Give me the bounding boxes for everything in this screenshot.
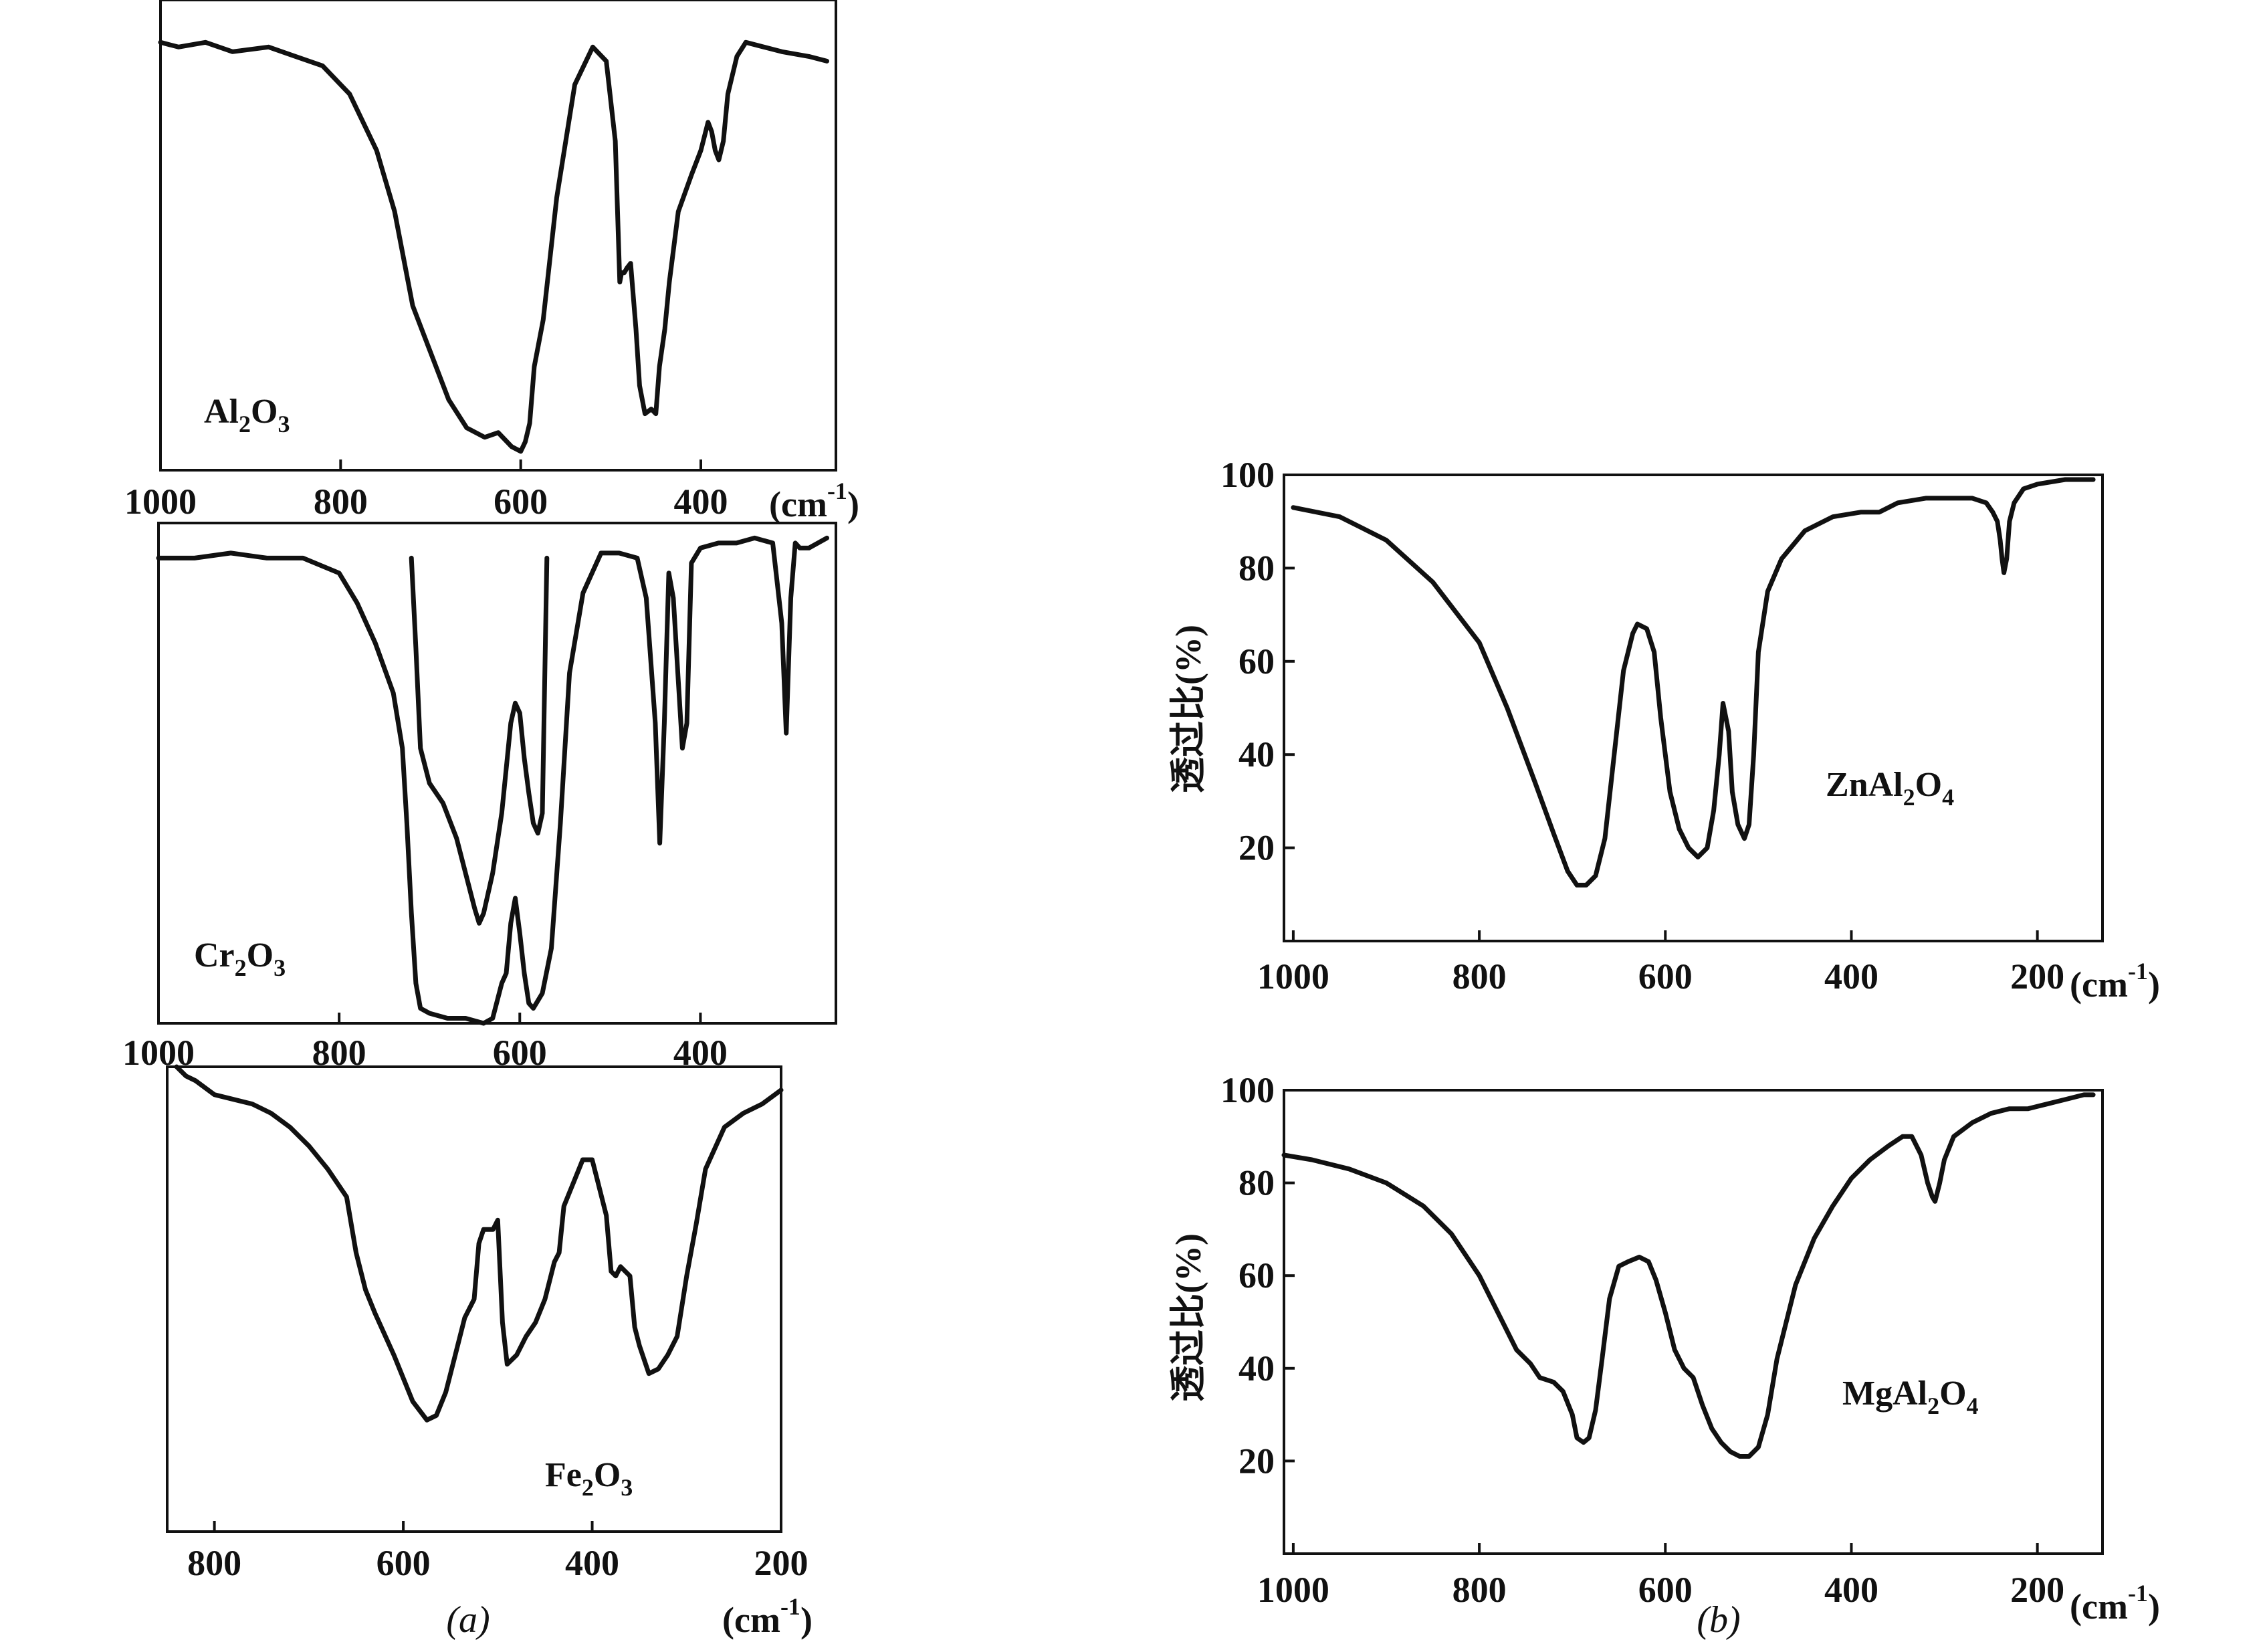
- mgal2o4-y-tick-label-40: 40: [1238, 1348, 1275, 1388]
- znal2o4-compound-label: ZnAl2O4: [1826, 766, 1954, 811]
- al2o3-x-axis: 1000 800 600 400: [124, 459, 728, 522]
- znal2o4-y-tick-label-100: 100: [1220, 455, 1275, 495]
- mgal2o4-y-tick-label-20: 20: [1238, 1441, 1275, 1481]
- fe2o3-x-tick-label-200: 200: [754, 1543, 809, 1583]
- znal2o4-spectrum-chart: 1000 800 600 400 200 20 40 60 80 100 透过比(%) ZnAl…: [1168, 455, 2160, 1005]
- znal2o4-y-tick-label-20: 20: [1238, 828, 1275, 868]
- cr2o3-series-0-line: [156, 535, 829, 1026]
- al2o3-x-unit: (cm-1): [769, 478, 859, 524]
- mgal2o4-plot-area: [1281, 1092, 2096, 1459]
- fe2o3-compound-label: Fe2O3: [545, 1456, 633, 1501]
- mgal2o4-compound-label: MgAl2O4: [1842, 1374, 1979, 1419]
- mgal2o4-y-axis: 20 40 60 80 100: [1220, 1070, 1295, 1481]
- mgal2o4-y-tick-label-100: 100: [1220, 1070, 1275, 1110]
- znal2o4-plot-area: [1291, 477, 2096, 888]
- al2o3-x-tick-label-400: 400: [674, 482, 728, 522]
- znal2o4-x-axis: 1000 800 600 400 200: [1257, 930, 2064, 997]
- znal2o4-x-tick-label-1000: 1000: [1257, 956, 1329, 997]
- znal2o4-y-tick-label-60: 60: [1238, 641, 1275, 682]
- fe2o3-plot-frame: [166, 1065, 782, 1533]
- fe2o3-x-tick-label-400: 400: [565, 1543, 619, 1583]
- al2o3-x-tick-label-800: 800: [314, 482, 368, 522]
- al2o3-spectrum-chart: 1000 800 600 400 Al2O3 (cm-1): [124, 0, 859, 524]
- mgal2o4-y-tick-label-60: 60: [1238, 1255, 1275, 1296]
- mgal2o4-x-tick-label-800: 800: [1452, 1570, 1507, 1610]
- znal2o4-series-0-line: [1291, 477, 2096, 888]
- mgal2o4-series-0-line: [1281, 1092, 2096, 1459]
- fe2o3-x-axis: 800 600 400 200: [187, 1521, 809, 1583]
- al2o3-plot-area: [158, 39, 829, 454]
- fe2o3-x-tick-label-800: 800: [187, 1543, 241, 1583]
- znal2o4-y-tick-label-40: 40: [1238, 734, 1275, 775]
- znal2o4-x-tick-label-400: 400: [1824, 956, 1878, 997]
- fe2o3-x-unit: (cm-1): [722, 1593, 813, 1640]
- znal2o4-x-unit: (cm-1): [2070, 958, 2160, 1005]
- mgal2o4-x-tick-label-600: 600: [1638, 1570, 1693, 1610]
- znal2o4-y-axis: 20 40 60 80 100: [1220, 455, 1295, 868]
- al2o3-compound-label: Al2O3: [204, 393, 290, 437]
- mgal2o4-y-tick-label-80: 80: [1238, 1163, 1275, 1203]
- znal2o4-plot-frame: [1283, 474, 2104, 942]
- panel-b-label: (b): [1697, 1599, 1740, 1641]
- znal2o4-y-axis-label: 透过比(%): [1168, 625, 1208, 793]
- mgal2o4-x-axis: 1000 800 600 400 200: [1257, 1543, 2064, 1610]
- cr2o3-series-1-line: [409, 555, 550, 926]
- mgal2o4-x-tick-label-1000: 1000: [1257, 1570, 1329, 1610]
- cr2o3-spectrum-chart: 1000 800 600 400 Cr2O3: [122, 522, 837, 1073]
- al2o3-series-0-line: [158, 39, 829, 454]
- cr2o3-plot-area: [156, 535, 829, 1026]
- cr2o3-x-axis: 1000 800 600 400: [122, 1013, 728, 1073]
- mgal2o4-spectrum-chart: 1000 800 600 400 200 20 40 60 80 100 透过比(%) MgAl…: [1168, 1070, 2160, 1627]
- fe2o3-x-tick-label-600: 600: [376, 1543, 431, 1583]
- al2o3-x-tick-label-600: 600: [494, 482, 548, 522]
- mgal2o4-x-tick-label-200: 200: [2010, 1570, 2064, 1610]
- znal2o4-y-tick-label-80: 80: [1238, 548, 1275, 588]
- mgal2o4-plot-frame: [1283, 1089, 2104, 1555]
- fe2o3-spectrum-chart: 800 600 400 200 Fe2O3 (cm-1): [166, 1064, 813, 1640]
- fe2o3-plot-area: [174, 1064, 784, 1423]
- panel-a-label: (a): [446, 1599, 490, 1641]
- al2o3-plot-frame: [159, 0, 837, 472]
- al2o3-x-tick-label-1000: 1000: [124, 482, 197, 522]
- znal2o4-x-tick-label-200: 200: [2010, 956, 2064, 997]
- cr2o3-compound-label: Cr2O3: [194, 936, 286, 981]
- znal2o4-x-tick-label-600: 600: [1638, 956, 1693, 997]
- znal2o4-x-tick-label-800: 800: [1452, 956, 1507, 997]
- mgal2o4-x-unit: (cm-1): [2070, 1580, 2160, 1627]
- fe2o3-series-0-line: [174, 1064, 784, 1423]
- cr2o3-plot-frame: [157, 522, 837, 1025]
- mgal2o4-y-axis-label: 透过比(%): [1168, 1233, 1208, 1402]
- mgal2o4-x-tick-label-400: 400: [1824, 1570, 1878, 1610]
